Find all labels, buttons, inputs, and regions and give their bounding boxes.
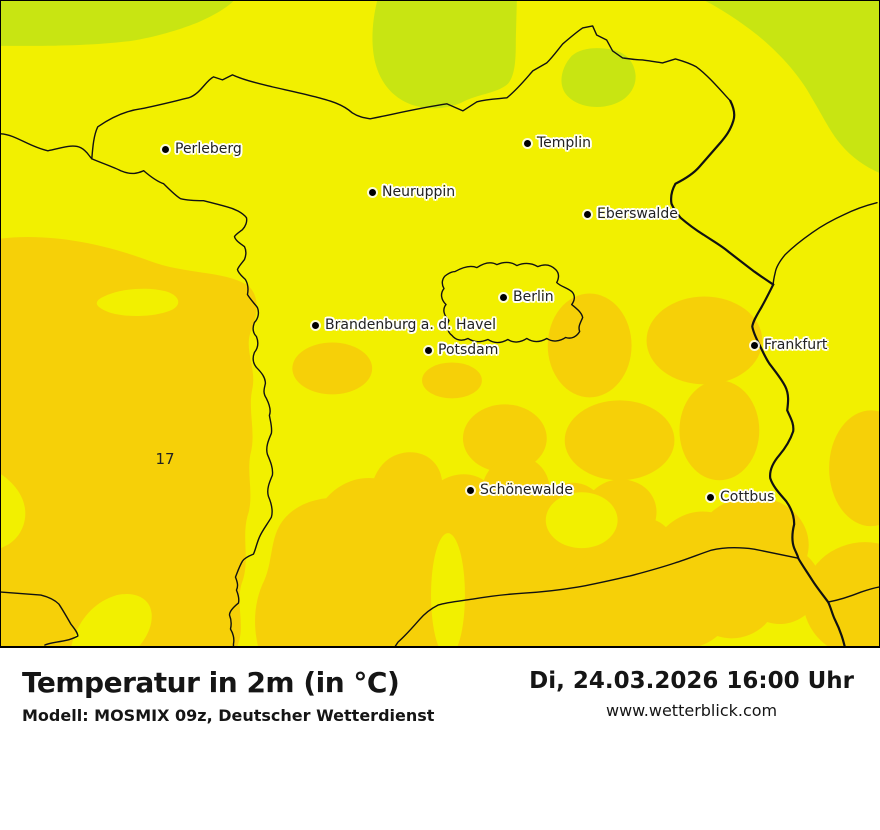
page-title: Temperatur in 2m (in °C) — [22, 666, 400, 699]
map-temperature-value: 17 — [155, 450, 175, 468]
map-graphic — [1, 1, 879, 646]
city-label: Berlin — [513, 289, 554, 305]
state-border-lines — [1, 25, 879, 646]
city-dot-icon — [425, 347, 432, 354]
city-dot-icon — [162, 146, 169, 153]
city-label: Cottbus — [720, 489, 775, 505]
city-dot-icon — [751, 342, 758, 349]
city-label: Brandenburg a. d. Havel — [325, 317, 496, 333]
city-label: Eberswalde — [597, 206, 678, 222]
model-subtitle: Modell: MOSMIX 09z, Deutscher Wetterdien… — [22, 706, 435, 725]
city-label: Schönewalde — [480, 482, 573, 498]
footer-right-block: Di, 24.03.2026 16:00 Uhr www.wetterblick… — [529, 668, 854, 720]
city-dot-icon — [500, 294, 507, 301]
city-dot-icon — [369, 189, 376, 196]
berlin-outline — [440, 261, 584, 344]
city-label: Templin — [537, 135, 591, 151]
cool-temperature-regions — [1, 1, 879, 173]
forecast-datetime: Di, 24.03.2026 16:00 Uhr — [529, 668, 854, 694]
city-dot-icon — [524, 140, 531, 147]
map-footer: Temperatur in 2m (in °C) Modell: MOSMIX … — [0, 648, 880, 830]
city-dot-icon — [584, 211, 591, 218]
city-label: Neuruppin — [382, 184, 456, 200]
country-border-line — [670, 99, 846, 646]
city-label: Potsdam — [438, 342, 499, 358]
city-label: Perleberg — [175, 141, 242, 157]
base-temperature-holes — [1, 288, 618, 646]
city-label: Frankfurt — [764, 337, 828, 353]
city-dot-icon — [312, 322, 319, 329]
temperature-map: Perleberg Templin Neuruppin Eberswalde Berli… — [0, 0, 880, 648]
city-dot-icon — [467, 487, 474, 494]
city-dot-icon — [707, 494, 714, 501]
website-url: www.wetterblick.com — [606, 701, 778, 720]
warm-temperature-regions — [1, 237, 879, 646]
